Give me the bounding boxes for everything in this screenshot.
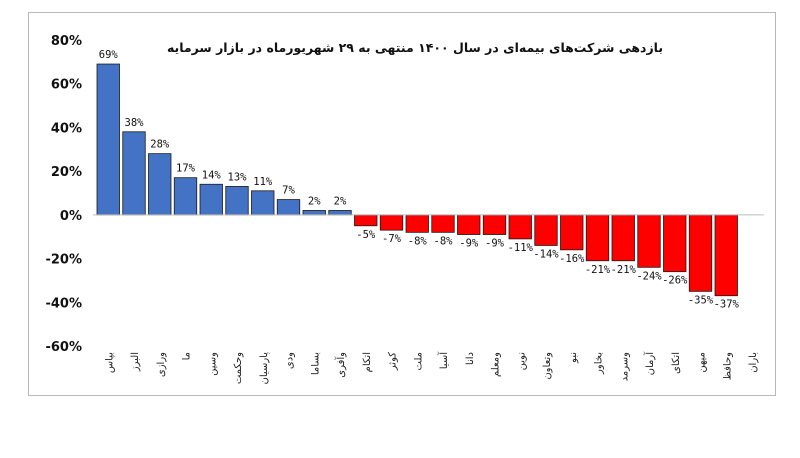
- category-label: ورازی: [156, 352, 167, 377]
- data-label: 69%: [99, 49, 119, 61]
- category-label: وسرمد: [619, 352, 630, 382]
- bar: [688, 214, 713, 292]
- bar: [122, 131, 146, 216]
- data-label: 38%: [125, 117, 145, 129]
- bar: [663, 214, 687, 273]
- bar: [354, 214, 378, 227]
- category-label: باران: [748, 352, 759, 373]
- bar: [405, 214, 429, 233]
- category-label: ومعلم: [491, 352, 502, 377]
- bar: [96, 63, 120, 216]
- data-label: 11%: [253, 176, 273, 188]
- bar: [482, 214, 507, 235]
- data-label: 2%: [308, 195, 321, 207]
- data-label: 13%: [228, 171, 248, 183]
- data-label: -5%: [356, 229, 376, 241]
- data-label: -8%: [408, 235, 428, 247]
- data-label: -16%: [559, 253, 585, 265]
- data-label: -35%: [688, 294, 714, 306]
- category-label: ملت: [413, 352, 424, 371]
- data-label: -21%: [585, 264, 611, 276]
- bar: [302, 210, 326, 216]
- category-label: وسین: [207, 352, 218, 376]
- data-label: -14%: [533, 248, 559, 260]
- bar: [457, 214, 481, 235]
- category-label: وحافظ: [722, 352, 733, 381]
- category-label: میهن: [697, 352, 708, 373]
- category-label: بپاس: [104, 352, 115, 373]
- category-label: وآفری: [334, 352, 347, 378]
- bar: [251, 190, 275, 216]
- y-tick-label: 40%: [51, 121, 82, 136]
- data-label: -21%: [611, 264, 637, 276]
- y-tick-label: 60%: [51, 78, 82, 93]
- data-label: 28%: [150, 139, 170, 151]
- data-label: -11%: [508, 242, 534, 254]
- bar: [585, 214, 610, 262]
- category-label: پارسیان: [259, 352, 270, 385]
- category-label: دانا: [465, 352, 476, 365]
- data-label: -24%: [636, 270, 662, 282]
- y-tick-label: 80%: [51, 34, 82, 49]
- data-label: 2%: [334, 195, 347, 207]
- category-label: البرز: [130, 352, 141, 372]
- data-label: -9%: [459, 238, 479, 250]
- y-tick-label: -20%: [45, 253, 82, 268]
- bar: [637, 214, 661, 268]
- category-label: نبو: [568, 352, 579, 364]
- bar: [534, 214, 558, 246]
- bar: [431, 214, 455, 233]
- category-label: نوین: [516, 352, 527, 370]
- bar: [508, 214, 532, 240]
- data-label: -8%: [434, 235, 454, 247]
- data-label: 7%: [282, 185, 295, 197]
- category-label: وحکمت: [233, 352, 244, 384]
- data-label: 17%: [176, 163, 196, 175]
- bar: [148, 153, 172, 216]
- y-tick-label: 0%: [60, 209, 82, 224]
- category-label: اتکای: [671, 352, 682, 374]
- category-label: ودی: [285, 352, 296, 369]
- data-label: -7%: [382, 233, 402, 245]
- data-label: 14%: [202, 169, 222, 181]
- bar: [611, 214, 635, 262]
- category-label: اتکام: [362, 352, 373, 372]
- y-tick-label: -60%: [45, 340, 82, 355]
- bar: [276, 199, 301, 216]
- data-labels-group: 69%38%28%17%14% 13% 11%7%2% 2%-5% -7% -8% -8% -…: [99, 49, 740, 311]
- y-tick-label: 20%: [51, 165, 82, 180]
- category-label: آسیا: [437, 351, 450, 369]
- bar: [379, 214, 404, 231]
- bar: [714, 214, 738, 297]
- category-label: کوثر: [388, 352, 399, 371]
- category-labels-group: بپاس البرز ورازی ما وسین وحکمت پارسیان ودی بساما…: [104, 351, 759, 385]
- data-label: -9%: [485, 238, 505, 250]
- category-label: بساما: [310, 352, 321, 375]
- bars-group: [96, 63, 738, 297]
- category-label: ما: [182, 352, 193, 360]
- data-label: -37%: [714, 299, 740, 311]
- y-tick-label: -40%: [45, 296, 82, 311]
- category-label: آرمان: [643, 351, 656, 376]
- bar: [328, 210, 352, 216]
- y-axis: 80% 60% 40% 20% 0% -20% -40% -60%: [45, 34, 82, 355]
- category-label: بخاور: [594, 352, 605, 375]
- bar: [199, 183, 223, 216]
- category-label: وتعاون: [542, 352, 553, 380]
- bar: [173, 177, 198, 216]
- bar: [560, 214, 584, 251]
- bar: [225, 186, 249, 216]
- chart-title: بازدهی شرکت‌های بیمه‌ای در سال ۱۴۰۰ منته…: [167, 40, 663, 55]
- data-label: -26%: [662, 275, 688, 287]
